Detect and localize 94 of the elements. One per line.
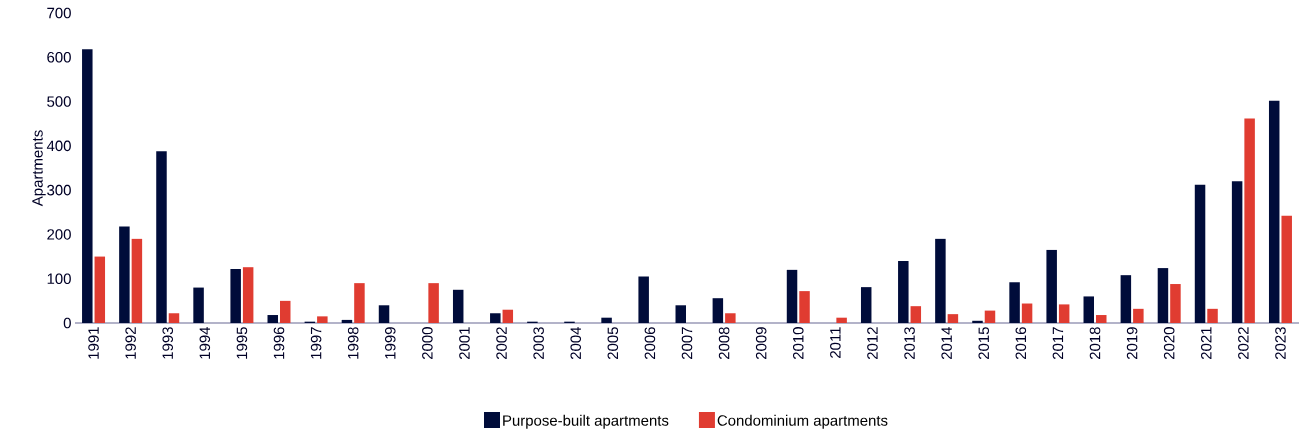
- x-tick-label: 2002: [496, 327, 507, 360]
- bar: [601, 317, 612, 323]
- x-tick-label: 1991: [88, 327, 99, 359]
- bar: [428, 283, 439, 323]
- bar: [1170, 284, 1181, 323]
- x-tick-label: 2019: [1126, 327, 1138, 360]
- bar: [1194, 184, 1206, 323]
- bar: [1244, 118, 1255, 323]
- bar: [1120, 275, 1132, 323]
- bar: [354, 283, 365, 323]
- bar: [1281, 215, 1292, 323]
- bar: [935, 238, 946, 323]
- bar: [378, 305, 390, 323]
- x-tick-label: 1999: [384, 327, 396, 359]
- x-tick-label: 2013: [904, 327, 915, 360]
- bar: [1009, 282, 1020, 323]
- legend-label: Purpose-built apartments: [503, 414, 669, 429]
- x-tick-label: 2006: [644, 327, 656, 360]
- x-tick-label: 2012: [867, 327, 878, 360]
- bar: [675, 305, 687, 323]
- bar: [230, 268, 241, 323]
- x-tick-label: 2000: [422, 327, 433, 360]
- bar: [1046, 249, 1057, 323]
- x-tick-label: 1996: [273, 327, 285, 359]
- bar: [799, 291, 810, 323]
- bar: [638, 276, 649, 323]
- bar: [1083, 296, 1095, 323]
- y-tick-label: 400: [46, 140, 71, 152]
- bar: [168, 313, 180, 323]
- x-tick-label: 2023: [1275, 327, 1286, 360]
- y-tick-label: 700: [47, 7, 71, 19]
- bar: [280, 300, 291, 323]
- y-tick-label: 500: [47, 96, 71, 107]
- bar: [242, 267, 254, 323]
- bar: [502, 309, 514, 323]
- bar: [131, 238, 143, 323]
- y-tick-label: 0: [63, 317, 71, 329]
- x-tick-label: 2007: [681, 327, 693, 360]
- x-tick-label: 1995: [236, 327, 248, 359]
- y-tick-label: 100: [47, 273, 71, 284]
- x-tick-label: 2021: [1200, 327, 1212, 360]
- x-tick-label: 1993: [162, 327, 174, 359]
- bar: [267, 315, 278, 323]
- y-tick-label: 200: [47, 229, 71, 240]
- bar: [910, 306, 922, 323]
- bar: [1231, 181, 1243, 323]
- bar: [317, 316, 328, 323]
- y-tick-label: 300: [47, 184, 71, 196]
- x-tick-label: 2018: [1089, 327, 1101, 360]
- x-tick-label: 2008: [718, 327, 730, 360]
- bar: [193, 287, 204, 323]
- bar: [341, 319, 353, 323]
- bar: [860, 287, 872, 323]
- bar: [94, 256, 106, 323]
- bar: [898, 261, 909, 323]
- x-tick-label: 2015: [978, 327, 990, 360]
- legend-label: Condominium apartments: [717, 414, 888, 429]
- bar: [836, 317, 847, 323]
- y-axis-title: Apartments: [32, 130, 46, 207]
- bar: [947, 314, 959, 323]
- bar: [1133, 308, 1144, 323]
- bar: [786, 269, 798, 323]
- x-tick-label: 2014: [941, 326, 952, 360]
- bar: [1157, 268, 1169, 323]
- bar: [1058, 304, 1070, 323]
- bar: [1268, 100, 1280, 323]
- x-tick-label: 2020: [1163, 327, 1175, 360]
- x-tick-label: 2011: [830, 327, 841, 358]
- x-tick-label: 1994: [199, 326, 211, 359]
- x-tick-label: 2010: [792, 327, 804, 360]
- bar: [490, 313, 501, 323]
- bar: [156, 151, 167, 323]
- bar: [119, 226, 130, 323]
- x-tick-label: 2004: [570, 326, 582, 360]
- bar: [1207, 308, 1218, 323]
- bar: [452, 289, 464, 323]
- x-tick-label: 1997: [310, 327, 322, 359]
- bar: [1021, 303, 1033, 323]
- x-tick-label: 1992: [125, 327, 136, 359]
- x-tick-label: 2017: [1052, 327, 1064, 360]
- bar: [82, 49, 93, 323]
- x-tick-label: 2003: [533, 327, 544, 360]
- x-tick-label: 2009: [755, 327, 767, 360]
- y-tick-label: 600: [47, 52, 71, 63]
- x-tick-label: 2022: [1238, 327, 1249, 360]
- bar: [972, 320, 983, 323]
- x-tick-label: 2016: [1015, 327, 1027, 360]
- bar: [712, 298, 724, 323]
- bar: [984, 310, 996, 323]
- x-tick-label: 2005: [607, 327, 619, 360]
- bar: [725, 313, 736, 323]
- bar: [1096, 315, 1107, 323]
- x-tick-label: 1998: [347, 327, 359, 359]
- x-tick-label: 2001: [459, 327, 470, 360]
